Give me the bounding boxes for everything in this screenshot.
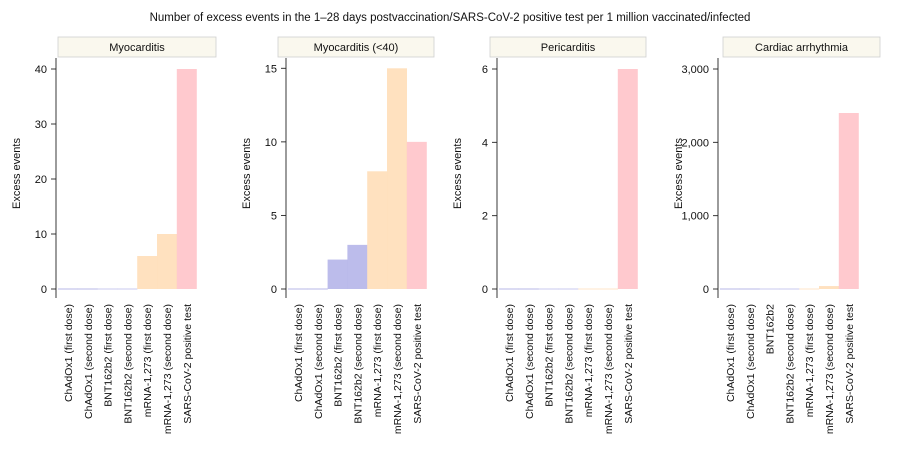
panel-header	[489, 36, 647, 58]
x-tick-label: ChAdOx1 (first dose)	[293, 304, 305, 402]
bar	[176, 69, 197, 289]
y-tick-label: 40	[35, 64, 47, 76]
x-tick-label: BNT162b2 (second dose)	[352, 304, 364, 424]
x-tick-label: mRNA-1,273 (first dose)	[804, 304, 816, 417]
x-tick-label: ChAdOx1 (first dose)	[504, 304, 516, 402]
chart-panel-2: Myocarditis (<40) 0 5 10 15 Excess events ChAd…	[241, 36, 435, 434]
panel-header	[722, 36, 881, 58]
y-axis-label: Excess events	[673, 138, 685, 209]
y-tick-label: 4	[482, 137, 488, 149]
x-tick-label: ChAdOx1 (second dose)	[745, 304, 757, 419]
y-tick-label: 0	[271, 284, 277, 296]
x-tick-label: BNT162b2	[765, 304, 777, 354]
y-tick-label: 15	[265, 63, 277, 75]
bar	[347, 244, 368, 289]
y-tick-label: 20	[35, 174, 47, 186]
y-axis-label: Excess events	[452, 138, 464, 209]
y-axis-label: Excess events	[241, 138, 253, 209]
y-tick-label: 2,000	[681, 137, 709, 149]
x-tick-label: ChAdOx1 (second dose)	[83, 304, 95, 419]
x-tick-label: ChAdOx1 (second dose)	[313, 304, 325, 419]
y-tick-label: 1,000	[681, 211, 709, 223]
panel-title: Myocarditis	[109, 42, 165, 54]
y-tick-label: 10	[35, 229, 47, 241]
chart-panel-3: Pericarditis 0 2 4 6 Excess events ChAdOx1 (fi…	[452, 36, 647, 434]
y-tick-label: 2	[482, 211, 488, 223]
bar	[819, 286, 839, 289]
y-tick-label: 30	[35, 119, 47, 131]
bar	[367, 171, 388, 289]
bar	[617, 69, 638, 289]
x-tick-label: BNT162b2 (first dose)	[333, 304, 345, 407]
x-tick-label: SARS-CoV-2 positive test	[623, 304, 635, 424]
x-tick-label: mRNA-1,273 (first dose)	[142, 304, 154, 417]
x-tick-label: BNT162b2 (first dose)	[103, 304, 115, 407]
bar	[838, 113, 859, 289]
panel-title: Cardiac arrhythmia	[755, 42, 849, 54]
y-tick-label: 10	[265, 137, 277, 149]
y-tick-label: 0	[703, 284, 709, 296]
x-tick-label: mRNA-1,273 (first dose)	[583, 304, 595, 417]
x-tick-label: mRNA-1,273 (second dose)	[392, 304, 404, 434]
bar	[137, 256, 158, 289]
x-tick-label: ChAdOx1 (first dose)	[63, 304, 75, 402]
x-tick-label: mRNA-1,273 (first dose)	[372, 304, 384, 417]
y-axis-label: Excess events	[11, 138, 23, 209]
y-tick-label: 6	[482, 64, 488, 76]
panel-header	[277, 36, 435, 58]
x-tick-label: BNT162b2 (second dose)	[563, 304, 575, 424]
x-tick-label: BNT162b2 (second dose)	[784, 304, 796, 424]
panel-title: Pericarditis	[541, 42, 596, 54]
x-tick-label: SARS-CoV-2 positive test	[412, 304, 424, 424]
y-tick-label: 5	[271, 210, 277, 222]
x-tick-label: SARS-CoV-2 positive test	[844, 304, 856, 424]
y-tick-label: 0	[482, 284, 488, 296]
bar	[387, 68, 407, 289]
bar	[406, 141, 427, 289]
x-tick-label: ChAdOx1 (second dose)	[524, 304, 536, 419]
x-tick-label: mRNA-1,273 (second dose)	[824, 304, 836, 434]
chart-panel-4: Cardiac arrhythmia 0 1,000 2,000 3,000 Excess…	[673, 36, 881, 434]
x-tick-label: BNT162b2 (second dose)	[122, 304, 134, 424]
bar	[327, 259, 348, 289]
panel-header	[57, 36, 217, 58]
y-tick-label: 0	[41, 284, 47, 296]
x-tick-label: ChAdOx1 (first dose)	[725, 304, 737, 402]
x-tick-label: mRNA-1,273 (second dose)	[603, 304, 615, 434]
x-tick-label: BNT162b2 (first dose)	[544, 304, 556, 407]
bar	[157, 234, 177, 289]
panel-title: Myocarditis (<40)	[314, 42, 399, 54]
x-tick-label: mRNA-1,273 (second dose)	[162, 304, 174, 434]
y-tick-label: 3,000	[681, 64, 709, 76]
chart-panel-1: Myocarditis 0 10 20 30 40 Excess events ChAdOx1…	[11, 36, 217, 434]
x-tick-label: SARS-CoV-2 positive test	[182, 304, 194, 424]
figure-title: Number of excess events in the 1–28 days…	[150, 12, 751, 24]
